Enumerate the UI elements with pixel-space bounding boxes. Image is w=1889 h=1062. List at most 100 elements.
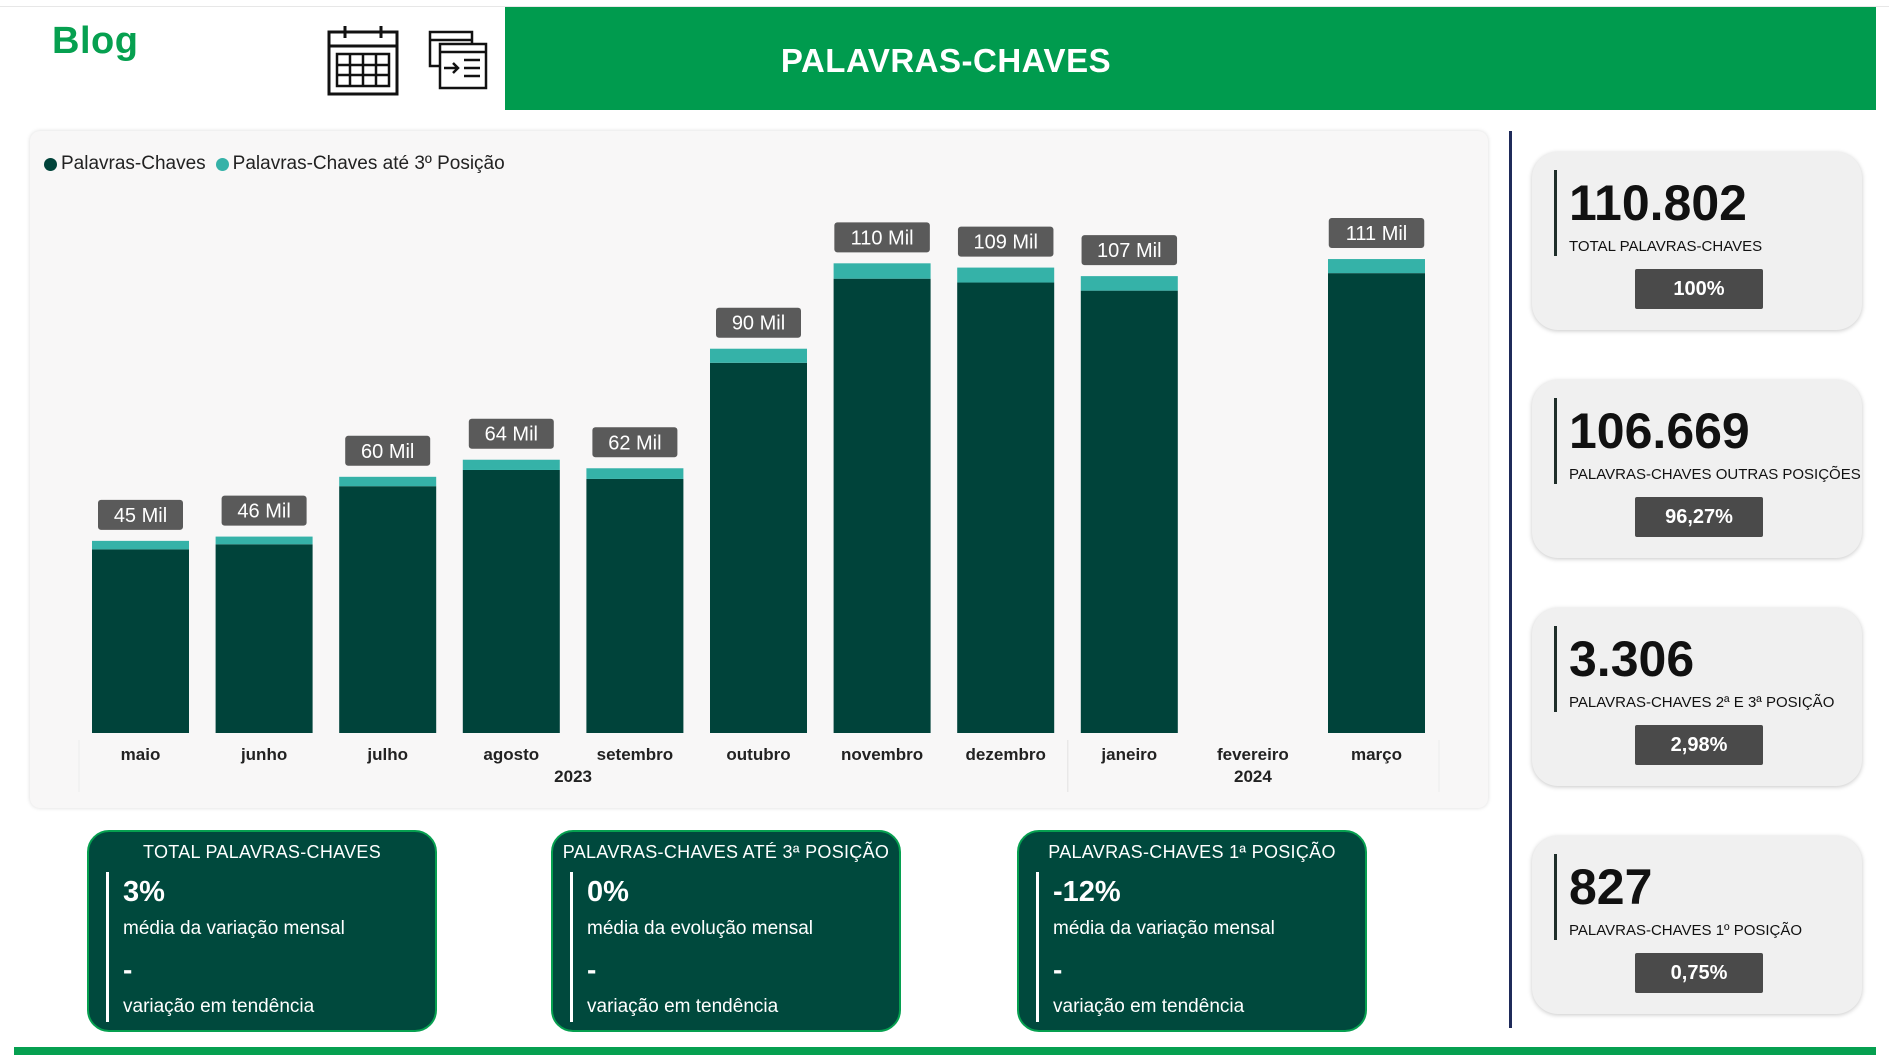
bar-palavras-chaves[interactable]: [462, 469, 560, 733]
data-label-bg: [957, 226, 1054, 257]
x-tick-label: outubro: [726, 745, 790, 764]
kpi-label: PALAVRAS-CHAVES 1º POSIÇÃO: [1569, 922, 1803, 939]
data-label-bg: [592, 427, 678, 458]
stat-caption: média da variação mensal: [123, 918, 345, 939]
data-label-bg: [98, 499, 183, 530]
x-year-label: 2023: [554, 767, 592, 786]
x-tick-label: setembro: [597, 745, 674, 764]
bar-top3[interactable]: [1328, 259, 1425, 274]
stat-trend-caption: variação em tendência: [1053, 996, 1245, 1017]
x-tick-label: dezembro: [966, 745, 1046, 764]
bar-top3[interactable]: [710, 348, 807, 363]
x-tick-label: março: [1351, 745, 1402, 764]
top-border: [0, 0, 1889, 7]
kpi-accent-bar: [1554, 854, 1557, 940]
stat-card-total: TOTAL PALAVRAS-CHAVES 3% média da variaç…: [87, 830, 437, 1032]
x-tick-label: junho: [240, 745, 287, 764]
kpi-percent-badge: 96,27%: [1635, 497, 1763, 537]
data-label-bg: [221, 495, 307, 526]
stat-card-ate-3-posicao: PALAVRAS-CHAVES ATÉ 3ª POSIÇÃO 0% média …: [551, 830, 901, 1032]
chart-legend: Palavras-Chaves Palavras-Chaves até 3º P…: [44, 153, 515, 175]
bar-palavras-chaves[interactable]: [586, 478, 684, 733]
x-year-label: 2024: [1234, 767, 1272, 786]
x-tick-label: maio: [121, 745, 161, 764]
bar-palavras-chaves[interactable]: [710, 362, 807, 733]
kpi-label: PALAVRAS-CHAVES 2ª E 3ª POSIÇÃO: [1569, 694, 1835, 711]
data-label-bg: [468, 418, 554, 449]
kpi-percent-badge: 2,98%: [1635, 725, 1763, 765]
bar-palavras-chaves[interactable]: [339, 486, 437, 733]
calendar-icon[interactable]: [327, 24, 399, 96]
kpi-label: PALAVRAS-CHAVES OUTRAS POSIÇÕES: [1569, 466, 1861, 483]
bar-top3[interactable]: [586, 468, 684, 479]
legend-label: Palavras-Chaves até 3º Posição: [232, 153, 505, 174]
data-label: 64 Mil: [485, 424, 538, 446]
report-export-icon[interactable]: [428, 30, 490, 92]
kpi-card-total: 110.802 TOTAL PALAVRAS-CHAVES 100%: [1532, 152, 1862, 330]
logo: Blog: [52, 20, 139, 62]
kpi-percent-badge: 100%: [1635, 269, 1763, 309]
bar-palavras-chaves[interactable]: [215, 544, 313, 733]
stat-value: 3%: [123, 876, 165, 908]
bar-top3[interactable]: [957, 267, 1055, 283]
vertical-divider: [1509, 131, 1512, 1028]
stat-trend-caption: variação em tendência: [123, 996, 315, 1017]
bar-top3[interactable]: [215, 536, 313, 545]
kpi-card-1-posicao: 827 PALAVRAS-CHAVES 1º POSIÇÃO 0,75%: [1532, 836, 1862, 1014]
bar-palavras-chaves[interactable]: [833, 278, 931, 733]
bar-chart: 45 Mil maio 46 Mil junho 60 Mil julho 64 Mil ag…: [78, 218, 1440, 792]
stat-caption: média da variação mensal: [1053, 918, 1275, 939]
bar-top3[interactable]: [1080, 276, 1178, 291]
stat-trend: -: [123, 954, 133, 985]
kpi-value: 110.802: [1569, 175, 1747, 231]
data-label: 110 Mil: [851, 227, 914, 249]
data-label-bg: [716, 307, 801, 338]
calendar-icon-graphic: [327, 26, 399, 96]
bar-top3[interactable]: [339, 476, 437, 487]
x-tick-label: agosto: [483, 745, 539, 764]
bar-palavras-chaves[interactable]: [92, 549, 189, 733]
page-title: PALAVRAS-CHAVES: [780, 42, 1112, 79]
data-label: 111 Mil: [1346, 223, 1408, 245]
x-tick-label: novembro: [841, 745, 923, 764]
kpi-label: TOTAL PALAVRAS-CHAVES: [1569, 238, 1763, 255]
legend-item-palavras-chaves[interactable]: Palavras-Chaves: [44, 153, 206, 175]
bottom-border: [14, 1047, 1876, 1055]
data-label-bg: [345, 435, 431, 466]
stat-trend: -: [587, 954, 597, 985]
data-label: 45 Mil: [114, 505, 167, 527]
bar-top3[interactable]: [833, 263, 931, 279]
stat-title: PALAVRAS-CHAVES ATÉ 3ª POSIÇÃO: [562, 842, 890, 862]
bar-top3[interactable]: [462, 459, 560, 470]
data-label-bg: [834, 222, 930, 253]
data-label: 107 Mil: [1097, 240, 1161, 262]
kpi-accent-bar: [1554, 170, 1557, 256]
kpi-card-2-3-posicao: 3.306 PALAVRAS-CHAVES 2ª E 3ª POSIÇÃO 2,…: [1532, 608, 1862, 786]
kpi-value: 3.306: [1569, 631, 1695, 687]
kpi-value: 106.669: [1569, 403, 1750, 459]
bar-palavras-chaves[interactable]: [1328, 273, 1425, 733]
x-tick-label: janeiro: [1100, 745, 1157, 764]
bar-palavras-chaves[interactable]: [1080, 290, 1178, 733]
data-label: 60 Mil: [361, 441, 414, 463]
stat-card-1-posicao: PALAVRAS-CHAVES 1ª POSIÇÃO -12% média da…: [1017, 830, 1367, 1032]
data-label: 90 Mil: [732, 313, 785, 335]
data-label-bg: [1328, 218, 1425, 249]
x-tick-label: fevereiro: [1217, 745, 1289, 764]
legend-item-top3[interactable]: Palavras-Chaves até 3º Posição: [215, 153, 505, 175]
report-export-icon-graphic: [428, 30, 488, 90]
bar-palavras-chaves[interactable]: [957, 282, 1055, 733]
stat-accent-bar: [1036, 872, 1039, 1022]
x-tick-label: julho: [366, 745, 408, 764]
stat-value: 0%: [587, 876, 629, 908]
kpi-value: 827: [1569, 859, 1653, 915]
data-label-bg: [1081, 235, 1178, 266]
data-label: 62 Mil: [608, 432, 661, 454]
kpi-accent-bar: [1554, 398, 1557, 484]
bar-top3[interactable]: [92, 540, 189, 550]
data-label: 109 Mil: [973, 232, 1037, 254]
stat-title: TOTAL PALAVRAS-CHAVES: [142, 842, 382, 862]
stat-accent-bar: [570, 872, 573, 1022]
title-bar: PALAVRAS-CHAVES: [505, 7, 1876, 110]
legend-label: Palavras-Chaves: [61, 153, 206, 174]
